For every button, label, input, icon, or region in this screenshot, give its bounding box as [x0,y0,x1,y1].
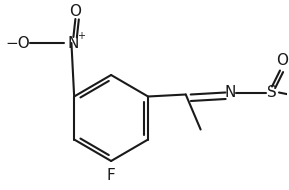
Text: O: O [276,53,288,68]
Text: F: F [107,168,116,183]
Text: N: N [68,36,79,51]
Text: O: O [69,3,81,18]
Text: −O: −O [5,36,30,51]
Text: +: + [77,31,85,41]
Text: N: N [225,85,236,100]
Text: S: S [267,85,277,100]
